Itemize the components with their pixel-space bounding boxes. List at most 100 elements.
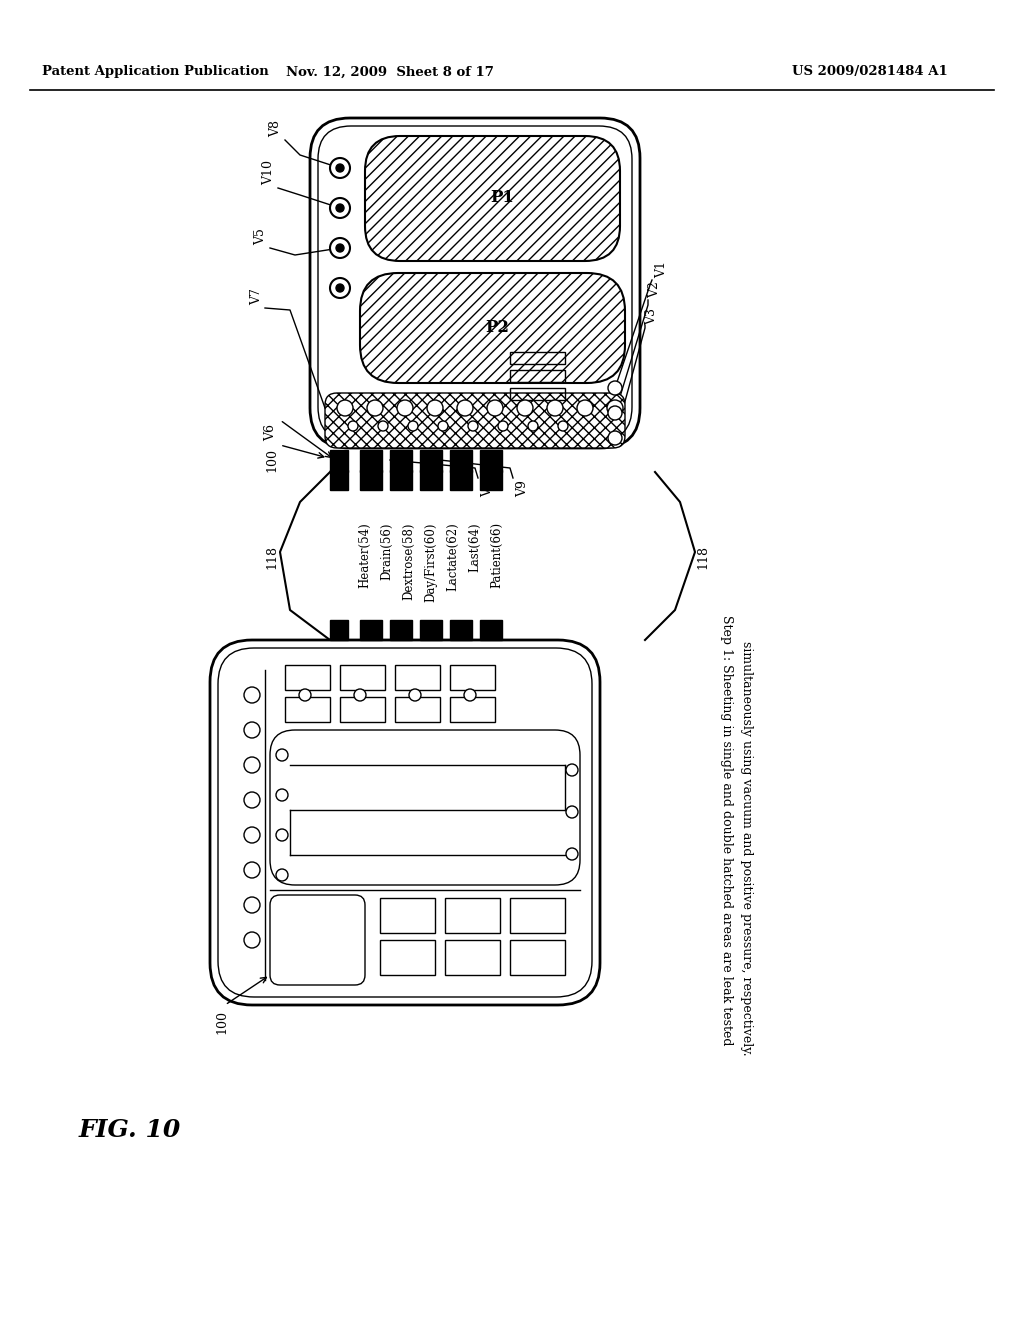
Text: P1: P1 [490,190,514,206]
Text: Heater(54): Heater(54) [358,521,372,587]
Text: Nov. 12, 2009  Sheet 8 of 17: Nov. 12, 2009 Sheet 8 of 17 [286,66,494,78]
Circle shape [397,400,413,416]
Circle shape [348,421,358,432]
Bar [480,450,502,473]
Bar [480,620,502,640]
Circle shape [244,828,260,843]
FancyBboxPatch shape [325,393,625,447]
Bar [390,470,412,490]
Circle shape [276,789,288,801]
Text: Patent Application Publication: Patent Application Publication [42,66,268,78]
Bar [390,620,412,640]
Circle shape [244,686,260,704]
Circle shape [608,407,622,420]
Text: Dextrose(58): Dextrose(58) [402,521,416,599]
Bar [285,665,330,690]
Bar [450,665,495,690]
Bar [480,470,502,490]
Bar [450,620,472,640]
Circle shape [566,807,578,818]
Text: US 2009/0281484 A1: US 2009/0281484 A1 [793,66,948,78]
Circle shape [608,381,622,395]
Bar [340,697,385,722]
Circle shape [427,400,443,416]
FancyBboxPatch shape [360,273,625,383]
Bar [510,370,565,381]
Text: V7: V7 [250,288,263,305]
Circle shape [438,421,449,432]
FancyBboxPatch shape [318,125,632,440]
Circle shape [244,792,260,808]
Text: V3: V3 [645,308,658,325]
Circle shape [336,205,344,213]
Text: V2: V2 [648,281,662,298]
Bar [445,940,500,975]
Circle shape [336,244,344,252]
Bar [420,470,442,490]
Bar [380,940,435,975]
Circle shape [408,421,418,432]
Circle shape [244,898,260,913]
Text: Lactate(62): Lactate(62) [446,521,460,591]
Text: V5: V5 [254,228,267,246]
Circle shape [330,279,350,298]
Circle shape [487,400,503,416]
Circle shape [244,722,260,738]
Text: simultaneously using vacuum and positive pressure, respectively.: simultaneously using vacuum and positive… [740,640,753,1055]
Circle shape [457,400,473,416]
Circle shape [566,847,578,861]
Text: Last(64): Last(64) [469,521,481,572]
Bar [340,665,385,690]
Circle shape [608,432,622,445]
Text: Drain(56): Drain(56) [381,521,393,579]
Circle shape [367,400,383,416]
Bar [450,470,472,490]
Bar [390,450,412,473]
Text: Day/First(60): Day/First(60) [425,521,437,602]
Bar [510,898,565,933]
Circle shape [468,421,478,432]
Circle shape [528,421,538,432]
Circle shape [378,421,388,432]
Text: V4: V4 [481,480,494,498]
FancyBboxPatch shape [310,117,640,447]
Text: 118: 118 [696,545,710,569]
Circle shape [330,238,350,257]
Text: Patient(66): Patient(66) [490,521,504,589]
Bar [510,388,565,400]
Bar [445,898,500,933]
Bar [360,620,382,640]
Bar [420,450,442,473]
Text: V10: V10 [262,160,275,185]
Text: 118: 118 [265,545,279,569]
Bar [330,450,348,473]
Circle shape [517,400,534,416]
Bar [380,898,435,933]
Circle shape [547,400,563,416]
Circle shape [330,198,350,218]
Bar [450,450,472,473]
Circle shape [498,421,508,432]
Text: V8: V8 [269,120,282,137]
Circle shape [577,400,593,416]
Circle shape [330,158,350,178]
Circle shape [464,689,476,701]
Bar [420,620,442,640]
Bar [360,450,382,473]
FancyBboxPatch shape [210,640,600,1005]
Text: V9: V9 [516,480,529,496]
Bar [510,352,565,364]
Bar [360,470,382,490]
Circle shape [607,400,623,416]
Bar [450,697,495,722]
Text: P2: P2 [485,319,509,337]
Text: Step 1: Sheeting in single and double hatched areas are leak tested: Step 1: Sheeting in single and double ha… [720,615,733,1045]
Circle shape [354,689,366,701]
Circle shape [337,400,353,416]
Bar [395,665,440,690]
Bar [285,697,330,722]
Text: 100: 100 [215,1010,228,1034]
Circle shape [558,421,568,432]
Circle shape [336,164,344,172]
Bar [510,940,565,975]
